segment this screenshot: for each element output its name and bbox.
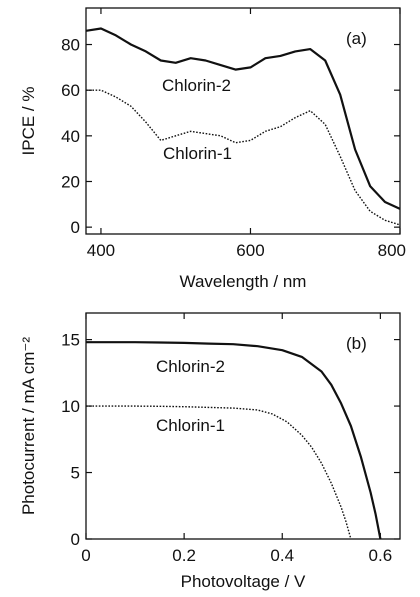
panel-b-line-chlorin-1 [86,405,352,540]
panel-b-y-axis-title: Photocurrent / mA cm⁻² [19,337,38,515]
panel-b-x-tick-label: 0 [81,546,90,565]
panel-a-series-label-chlorin-2: Chlorin-2 [162,76,231,95]
panel-b-x-tick-label: 0.4 [270,546,294,565]
panel-a-y-axis-title: IPCE / % [19,87,38,156]
panel-b-y-tick-label: 0 [71,530,80,549]
panel-b-x-axis-title: Photovoltage / V [181,572,306,591]
panel-b: 0 0.2 0.4 0.6 0 5 10 15 (b) Chlorin-2 Chlorin-1… [19,312,401,591]
panel-a-x-tick-label: 600 [236,241,264,260]
panel-a-y-tick-label: 40 [61,127,80,146]
panel-a-line-chlorin-2 [85,27,401,210]
panel-a-series-label-chlorin-1: Chlorin-1 [163,144,232,163]
panel-b-series [86,341,382,540]
panel-a-frame [85,7,401,235]
panel-a-x-tick-label: 400 [87,241,115,260]
panel-a-x-axis-title: Wavelength / nm [180,272,307,291]
panel-a-y-tick-label: 60 [61,81,80,100]
panel-a-y-tick-label: 80 [61,36,80,55]
panel-b-x-tick-label: 0.6 [369,546,393,565]
panel-b-x-tick-label: 0.2 [172,546,196,565]
panel-b-label: (b) [346,334,367,353]
panel-a-label: (a) [346,29,367,48]
panel-b-ticks: 0 0.2 0.4 0.6 0 5 10 15 [61,313,400,565]
panel-a-y-tick-label: 0 [71,218,80,237]
panel-b-y-tick-label: 15 [61,331,80,350]
panel-a-line-chlorin-1 [86,89,401,226]
panel-b-y-tick-label: 5 [71,464,80,483]
panel-b-y-tick-label: 10 [61,397,80,416]
panel-b-line-chlorin-2 [86,341,382,540]
panel-b-series-label-chlorin-1: Chlorin-1 [156,416,225,435]
panel-a-ticks: 400 600 800 0 20 40 60 80 [61,8,406,260]
panel-b-frame [85,312,401,540]
panel-a: 400 600 800 0 20 40 60 80 (a) Chlorin-2 Chlorin… [19,7,406,291]
panel-a-series [85,27,401,226]
panel-a-x-tick-label: 800 [378,241,406,260]
panel-b-series-label-chlorin-2: Chlorin-2 [156,357,225,376]
panel-a-y-tick-label: 20 [61,172,80,191]
